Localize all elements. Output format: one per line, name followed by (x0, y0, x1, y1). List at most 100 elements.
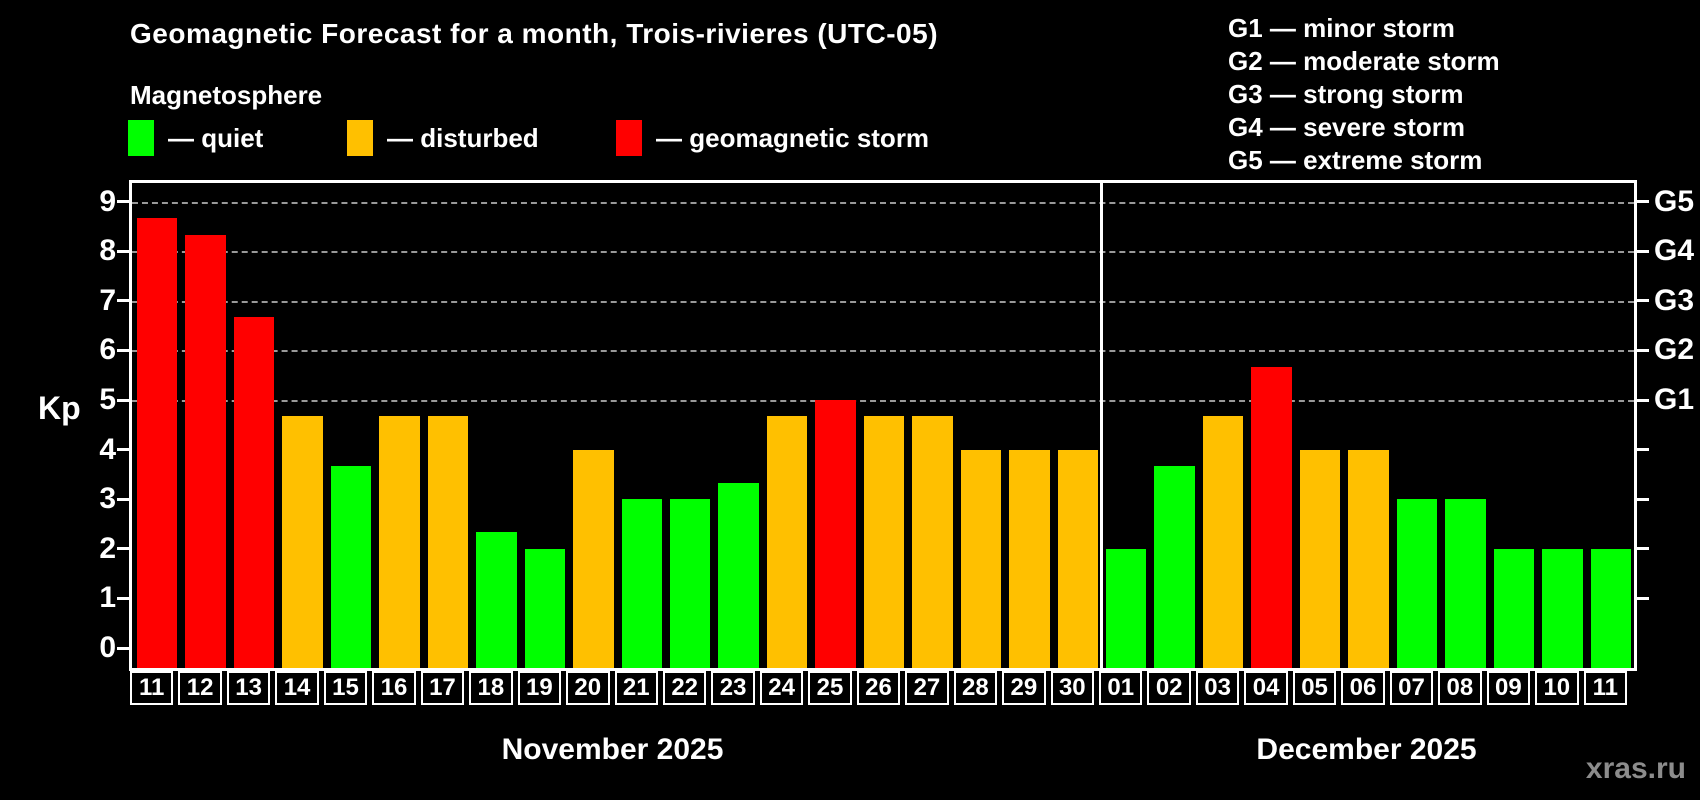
right-axis-tick (1637, 249, 1649, 253)
kp-bar (1590, 548, 1631, 668)
y-axis-tick (117, 596, 129, 600)
kp-bar (1445, 499, 1486, 668)
y-axis-tick-label: 4 (99, 432, 116, 466)
magnetosphere-label: Magnetosphere (130, 80, 323, 110)
kp-bar (1057, 449, 1099, 668)
y-axis-tick (117, 646, 129, 650)
kp-bar (524, 548, 566, 668)
kp-bar (1542, 548, 1583, 668)
kp-bar (233, 317, 275, 668)
kp-bar (621, 499, 662, 668)
date-label: 25 (808, 671, 852, 705)
y-axis-tick (117, 299, 129, 303)
date-label: 28 (953, 671, 998, 705)
y-axis-tick (117, 398, 129, 402)
y-axis-tick-label: 6 (99, 333, 116, 367)
y-axis-tick-label: 5 (99, 383, 116, 416)
month-label-november: November 2025 (501, 733, 724, 766)
kp-bar (815, 400, 856, 668)
legend-item-disturbed: — disturbed (347, 120, 539, 156)
date-label: 12 (178, 671, 222, 705)
date-label: 19 (517, 671, 562, 705)
date-label: 20 (566, 671, 610, 705)
right-axis-tick (1637, 497, 1649, 501)
kp-bar (669, 499, 711, 668)
right-axis-tick (1637, 348, 1649, 352)
date-label: 11 (130, 671, 174, 705)
y-axis-tick-label: 1 (99, 581, 116, 615)
kp-bar (1396, 499, 1438, 668)
date-label: 13 (226, 671, 271, 705)
date-label: 03 (1195, 671, 1240, 705)
kp-bar (137, 217, 178, 668)
g-legend-line-g4: G4 — severe storm (1228, 112, 1466, 142)
g-level-label: G4 (1654, 234, 1695, 268)
g-level-label: G2 (1654, 333, 1695, 367)
kp-bar-chart-plot-area (129, 180, 1637, 671)
g-legend-line-g3: G3 — strong storm (1228, 79, 1464, 109)
month-label-december: December 2025 (1256, 733, 1477, 766)
kp-bar (1009, 449, 1050, 668)
date-label: 16 (372, 671, 416, 705)
kp-bar (766, 416, 808, 668)
g-legend-line-g5: G5 — extreme storm (1228, 145, 1483, 175)
kp-bar (1493, 548, 1535, 668)
y-axis-title: Kp (38, 390, 81, 426)
date-label: 06 (1341, 671, 1385, 705)
storm-level-gridline (132, 251, 1634, 254)
y-axis-tick (117, 497, 129, 501)
date-label: 10 (1535, 671, 1579, 705)
right-axis-tick (1637, 299, 1649, 303)
date-label: 23 (711, 671, 755, 705)
watermark: xras.ru (1585, 752, 1686, 785)
kp-bar (476, 532, 517, 668)
g-level-label: G3 (1654, 283, 1695, 317)
y-axis-tick (117, 547, 129, 551)
date-label: 07 (1389, 671, 1434, 705)
right-axis-tick (1637, 200, 1649, 204)
status-legend: — quiet — disturbed — geomagnetic storm (128, 120, 1028, 160)
y-axis-tick (117, 448, 129, 452)
y-axis-tick (117, 348, 129, 352)
y-axis-tick-label: 7 (99, 283, 116, 317)
date-label: 15 (323, 671, 368, 705)
y-axis-tick (117, 249, 129, 253)
y-axis-tick-label: 9 (99, 184, 116, 218)
date-label: 22 (662, 671, 707, 705)
date-label: 30 (1050, 671, 1095, 705)
storm-level-gridline (132, 400, 1634, 402)
right-axis-tick (1637, 547, 1649, 551)
kp-bar (330, 465, 372, 668)
date-label: 09 (1486, 671, 1531, 705)
kp-bar (282, 416, 323, 668)
date-label: 26 (856, 671, 901, 705)
date-axis-row: 11 12 13 14 15 16 17 18 19 20 21 22 23 24 25 26 27 28 29 30… (129, 671, 1637, 709)
kp-bar (379, 416, 420, 668)
y-axis-tick (117, 200, 129, 204)
right-axis-tick (1637, 596, 1649, 600)
date-label: 24 (759, 671, 804, 705)
kp-bar (863, 416, 905, 668)
date-label: 14 (275, 671, 319, 705)
g-level-label: G5 (1654, 184, 1695, 218)
quiet-color-swatch (128, 120, 154, 156)
legend-item-quiet: — quiet (128, 120, 263, 156)
storm-level-gridline (132, 350, 1634, 353)
kp-bar (427, 416, 469, 668)
page-title: Geomagnetic Forecast for a month, Trois-… (130, 18, 939, 49)
kp-bar (185, 234, 226, 668)
date-label: 01 (1099, 671, 1143, 705)
legend-item-storm: — geomagnetic storm (616, 120, 929, 156)
g-legend-line-g2: G2 — moderate storm (1228, 46, 1500, 76)
date-label: 17 (420, 671, 465, 705)
kp-bar (1251, 366, 1292, 668)
date-label: 18 (469, 671, 513, 705)
legend-item-label: — disturbed (387, 122, 539, 153)
date-label: 04 (1244, 671, 1288, 705)
kp-bar (1154, 465, 1195, 668)
legend-item-label: — geomagnetic storm (656, 122, 930, 153)
storm-level-gridline (132, 300, 1634, 303)
kp-bar (718, 482, 759, 668)
y-axis-tick-label: 8 (99, 234, 116, 268)
